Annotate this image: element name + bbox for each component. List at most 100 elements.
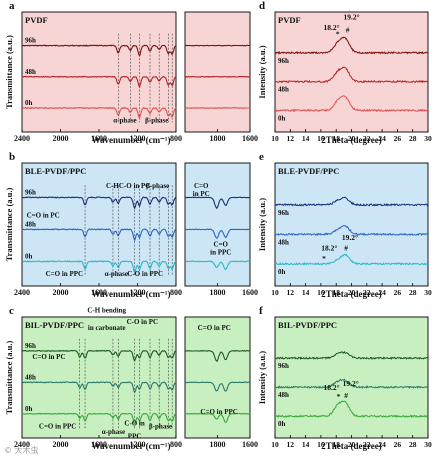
panel-b-series-48h-main: [21, 228, 177, 242]
panel-f-tick-label: 10: [271, 440, 279, 449]
panels-layer: 2400 2000 1600 1200 800 1800 1600 96h 48h 0h α-pha…: [4, 0, 432, 451]
panel-b-annotation: in PPC: [210, 249, 231, 257]
panel-f-annotation: *: [337, 392, 341, 401]
panel-c-series-label: 96h: [25, 342, 36, 350]
panel-b-tick-label: 1600: [242, 288, 258, 297]
panel-b-ylabel: Transmittance (a.u.): [4, 187, 14, 261]
panel-e-annotation: 18.2°: [321, 244, 337, 253]
panel-f-ylabel: Intensity (a.u.): [257, 351, 267, 404]
panel-f-tick-label: 24: [378, 440, 386, 449]
panel-e-series-48h: [274, 225, 429, 237]
panel-f-tick-label: 18: [332, 440, 340, 449]
panel-d-tick-label: 24: [378, 134, 386, 143]
panel-e-series-label: 0h: [278, 268, 286, 276]
panel-d-annotation: *: [336, 30, 340, 39]
panel-b-title: BLE-PVDF/PPC: [25, 166, 86, 176]
panel-e-ylabel: Intensity (a.u.): [257, 198, 267, 251]
panel-a-series-label: 48h: [25, 68, 36, 76]
panel-a-series-96h-main: [22, 44, 177, 57]
panel-b-annotation: C-H: [106, 182, 119, 190]
panel-a: 2400 2000 1600 1200 800 1800 1600 96h 48h 0h α-pha…: [4, 0, 258, 145]
panel-b-annotation: in PC: [193, 190, 210, 198]
panel-b-series-48h-inset: [184, 228, 251, 239]
panel-c-series-label: 48h: [25, 373, 36, 381]
panel-c-tick-label: 1200: [130, 440, 146, 449]
panel-f-tick-label: 12: [287, 440, 295, 449]
panel-d-tick-label: 16: [317, 134, 325, 143]
panel-e-tick-label: 26: [394, 288, 402, 297]
panel-d-series-label: 48h: [278, 86, 289, 94]
panel-c-tick-label: 2400: [14, 440, 30, 449]
panel-b-xlabel: Wavenumber (cm⁻¹): [91, 289, 170, 299]
panel-e-xlabel: 2Theta (degree): [321, 289, 382, 299]
panel-d-title: PVDF: [278, 15, 301, 25]
panel-c-tick-label: 1800: [210, 440, 226, 449]
panel-b-letter: b: [9, 151, 15, 163]
panel-d-letter: d: [259, 0, 265, 12]
panel-f-annotation: 19.2°: [343, 379, 359, 388]
panel-a-series-0h-inset: [185, 107, 251, 109]
panel-c-series-96h-main: [21, 349, 177, 363]
panel-b-annotation: C=O: [214, 241, 229, 249]
panel-f-tick-label: 22: [363, 440, 371, 449]
panel-e-tick-label: 14: [302, 288, 310, 297]
panel-c-series-48h-main: [21, 381, 177, 394]
panel-b-series-label: 96h: [25, 188, 36, 196]
panel-a-series-48h-inset: [184, 75, 251, 78]
panel-a-tick-label: 1800: [210, 134, 226, 143]
panel-f-tick-label: 14: [302, 440, 310, 449]
panel-f-series-48h: [274, 378, 429, 390]
panel-f-tick-label: 20: [348, 440, 356, 449]
panel-e-tick-label: 28: [409, 288, 417, 297]
panel-c: 2400 2000 1600 1200 800 1800 1600 96h 48h 0h C-H b…: [4, 305, 258, 451]
panel-c-annotation: β-phase: [149, 422, 172, 430]
panel-a-letter: a: [9, 0, 15, 12]
panel-a-tick-label: 2000: [53, 134, 69, 143]
panel-b-series-96h-inset: [185, 196, 251, 210]
panel-f-series-96h: [274, 350, 429, 361]
panel-e-annotation: #: [344, 244, 348, 253]
panel-a-tick-label: 1200: [130, 134, 146, 143]
panel-b-tick-label: 1200: [130, 288, 146, 297]
panel-c-main-frame: [21, 316, 177, 439]
watermark-text: © 大木虫: [4, 445, 39, 455]
panel-d-xlabel: 2Theta (degree): [321, 135, 382, 145]
panel-c-series-0h-main: [21, 412, 177, 425]
panel-f-letter: f: [259, 305, 263, 317]
panel-f-title: BIL-PVDF/PPC: [278, 320, 337, 330]
panel-d-tick-label: 30: [424, 134, 432, 143]
panel-b-annotation: C=O in PC: [27, 211, 60, 219]
panel-b-annotation: C-O in PPC: [127, 270, 163, 278]
panel-a-series-48h-main: [21, 75, 177, 89]
panel-f: 10 12 14 16 18 20 22 24 26 28 30 96h 48h 0h 18.2° 19.2°…: [257, 305, 432, 451]
panel-c-ylabel: Transmittance (a.u.): [4, 340, 14, 414]
panel-e-series-label: 96h: [278, 209, 289, 217]
panel-c-tick-label: 800: [170, 440, 182, 449]
panel-d-tick-label: 18: [332, 134, 340, 143]
panel-b-main-frame: [21, 162, 177, 287]
panel-c-annotation: PPC: [128, 432, 142, 440]
panel-e-series-0h: [274, 253, 429, 266]
panel-d-series-label: 96h: [278, 57, 289, 65]
panel-d-tick-label: 28: [409, 134, 417, 143]
panel-f-annotation: 18.2°: [324, 383, 340, 392]
panel-c-tick-label: 1600: [91, 440, 107, 449]
panel-b-series-96h-main: [21, 196, 177, 210]
panel-b-tick-label: 2000: [53, 288, 69, 297]
panel-d-ylabel: Intensity (a.u.): [257, 45, 267, 98]
panel-e: 10 12 14 16 18 20 22 24 26 28 30 96h 48h 0h 19.2° 18.2°…: [257, 151, 432, 299]
panel-e-letter: e: [259, 151, 264, 163]
panel-a-ylabel: Transmittance (a.u.): [4, 35, 14, 109]
panel-c-xlabel: Wavenumber (cm⁻¹): [91, 441, 170, 451]
panel-a-main-frame: [21, 11, 177, 133]
panel-a-inset-frame: [184, 11, 251, 133]
panel-a-series-label: 0h: [25, 99, 33, 107]
panel-d-tick-label: 12: [287, 134, 295, 143]
panel-e-frame: [274, 162, 429, 287]
panel-d: 10 12 14 16 18 20 22 24 26 28 30 96h 48h 0h 18.2°*19.2…: [257, 0, 432, 145]
panel-c-annotation: in carbonate: [88, 324, 126, 332]
panel-d-tick-label: 26: [394, 134, 402, 143]
panel-a-series-0h-main: [21, 106, 177, 120]
panel-b-inset-frame: [184, 162, 251, 287]
